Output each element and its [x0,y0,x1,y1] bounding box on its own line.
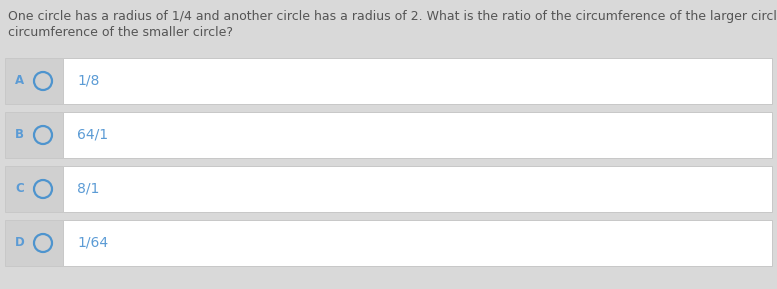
Text: 64/1: 64/1 [77,128,108,142]
FancyBboxPatch shape [63,166,772,212]
FancyBboxPatch shape [5,58,772,104]
FancyBboxPatch shape [63,58,772,104]
Text: A: A [15,75,24,88]
Text: 1/8: 1/8 [77,74,99,88]
Text: One circle has a radius of 1/4 and another circle has a radius of 2. What is the: One circle has a radius of 1/4 and anoth… [8,10,777,23]
Text: D: D [15,236,25,249]
Text: 8/1: 8/1 [77,182,99,196]
Text: circumference of the smaller circle?: circumference of the smaller circle? [8,26,233,39]
FancyBboxPatch shape [63,112,772,158]
FancyBboxPatch shape [63,220,772,266]
Text: 1/64: 1/64 [77,236,108,250]
Text: C: C [15,182,24,195]
FancyBboxPatch shape [5,112,772,158]
FancyBboxPatch shape [5,166,772,212]
FancyBboxPatch shape [5,220,772,266]
Text: B: B [15,129,24,142]
